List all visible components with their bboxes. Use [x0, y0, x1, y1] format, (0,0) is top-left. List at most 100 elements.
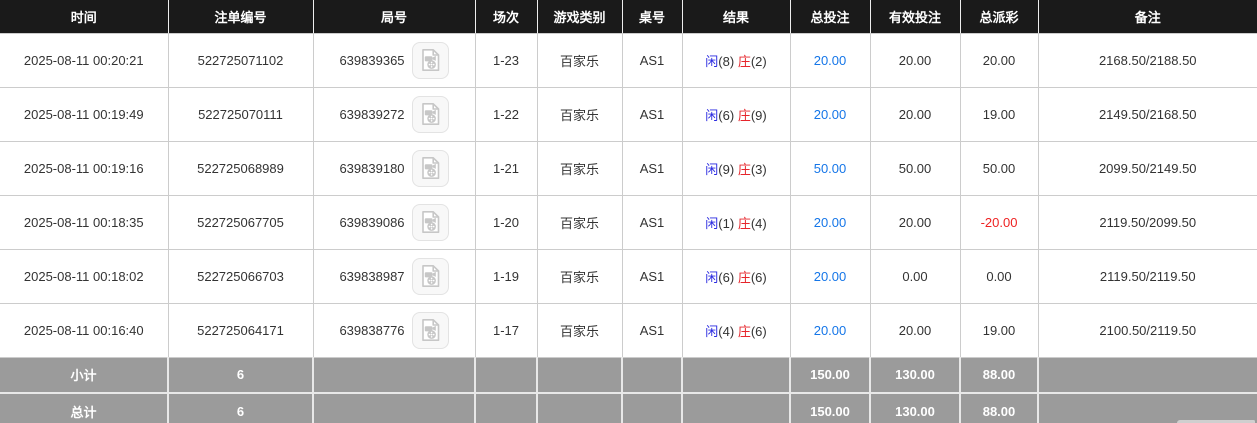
cell-valid-bet: 20.00: [870, 87, 961, 142]
cell-result: 闲(1) 庄(4): [682, 195, 791, 250]
round-cell: 639838987: [318, 257, 471, 295]
video-replay-button[interactable]: [411, 203, 449, 241]
cell-result: 闲(6) 庄(9): [682, 87, 791, 142]
cell-valid-bet: 50.00: [870, 141, 961, 196]
banker-result-value: (4): [750, 215, 767, 231]
summary-label: 小计: [0, 357, 169, 394]
banker-label: 庄: [737, 323, 751, 339]
cell-payout: 19.00: [960, 87, 1039, 142]
round-number: 639839365: [339, 52, 405, 68]
cell-remark: 2168.50/2188.50: [1038, 33, 1257, 88]
summary-empty-result: [682, 357, 791, 394]
cell-game-type: 百家乐: [537, 33, 623, 88]
summary-empty-session: [475, 393, 538, 423]
summary-payout: 88.00: [960, 393, 1039, 423]
column-header-table_no: 桌号: [622, 0, 683, 34]
cell-session: 1-20: [475, 195, 538, 250]
table-row: 2025-08-11 00:18:35 522725067705 639839086…: [0, 195, 1257, 250]
banker-label: 庄: [737, 269, 751, 285]
video-replay-icon: [422, 157, 440, 179]
column-header-total_bet: 总投注: [790, 0, 871, 34]
cell-total-bet: 20.00: [790, 303, 871, 358]
cell-bet-id: 522725066703: [168, 249, 314, 304]
banker-result-value: (6): [750, 269, 767, 285]
total-bet-link[interactable]: 20.00: [813, 268, 847, 284]
cell-valid-bet: 20.00: [870, 33, 961, 88]
cell-time: 2025-08-11 00:16:40: [0, 303, 169, 358]
player-label: 闲: [705, 323, 719, 339]
cell-game-type: 百家乐: [537, 249, 623, 304]
total-bet-link[interactable]: 20.00: [813, 322, 847, 338]
column-header-game_type: 游戏类别: [537, 0, 623, 34]
cell-time: 2025-08-11 00:20:21: [0, 33, 169, 88]
round-cell: 639839180: [318, 149, 471, 187]
table-row: 2025-08-11 00:20:21 522725071102 639839365…: [0, 33, 1257, 88]
table-body: 2025-08-11 00:20:21 522725071102 639839365…: [0, 33, 1257, 423]
round-number: 639839086: [339, 214, 405, 230]
player-label: 闲: [705, 269, 719, 285]
cell-payout: 50.00: [960, 141, 1039, 196]
cell-session: 1-21: [475, 141, 538, 196]
video-replay-icon: [422, 211, 440, 233]
summary-valid-bet: 130.00: [870, 393, 961, 423]
summary-count: 6: [168, 393, 314, 423]
total-bet-link[interactable]: 20.00: [813, 106, 847, 122]
summary-payout: 88.00: [960, 357, 1039, 394]
video-replay-button[interactable]: [411, 149, 449, 187]
total-bet-link[interactable]: 50.00: [813, 160, 847, 176]
cell-result: 闲(4) 庄(6): [682, 303, 791, 358]
cell-table-no: AS1: [622, 195, 683, 250]
video-replay-button[interactable]: [411, 311, 449, 349]
summary-empty-round: [313, 393, 476, 423]
scrollbar-corner: [1177, 420, 1255, 423]
cell-remark: 2149.50/2168.50: [1038, 87, 1257, 142]
total-row: 总计 6 150.00 130.00 88.00: [0, 393, 1257, 423]
cell-total-bet: 50.00: [790, 141, 871, 196]
column-header-remark: 备注: [1038, 0, 1257, 34]
cell-game-type: 百家乐: [537, 87, 623, 142]
banker-label: 庄: [737, 53, 751, 69]
summary-empty-table-no: [622, 393, 683, 423]
cell-result: 闲(6) 庄(6): [682, 249, 791, 304]
cell-round: 639839086: [313, 195, 476, 250]
summary-total-bet: 150.00: [790, 357, 871, 394]
cell-bet-id: 522725064171: [168, 303, 314, 358]
cell-time: 2025-08-11 00:19:16: [0, 141, 169, 196]
subtotal-row: 小计 6 150.00 130.00 88.00: [0, 357, 1257, 394]
banker-label: 庄: [737, 161, 751, 177]
round-cell: 639839086: [318, 203, 471, 241]
summary-empty-round: [313, 357, 476, 394]
cell-table-no: AS1: [622, 141, 683, 196]
cell-payout: 19.00: [960, 303, 1039, 358]
cell-bet-id: 522725068989: [168, 141, 314, 196]
round-cell: 639838776: [318, 311, 471, 349]
cell-round: 639838987: [313, 249, 476, 304]
cell-time: 2025-08-11 00:18:02: [0, 249, 169, 304]
total-bet-link[interactable]: 20.00: [813, 214, 847, 230]
banker-label: 庄: [737, 215, 751, 231]
video-replay-button[interactable]: [411, 95, 449, 133]
summary-empty-remark: [1038, 393, 1257, 423]
cell-result: 闲(8) 庄(2): [682, 33, 791, 88]
cell-payout: -20.00: [960, 195, 1039, 250]
cell-total-bet: 20.00: [790, 195, 871, 250]
round-cell: 639839272: [318, 95, 471, 133]
cell-game-type: 百家乐: [537, 303, 623, 358]
cell-round: 639838776: [313, 303, 476, 358]
video-replay-button[interactable]: [411, 41, 449, 79]
cell-session: 1-22: [475, 87, 538, 142]
cell-round: 639839180: [313, 141, 476, 196]
cell-remark: 2119.50/2099.50: [1038, 195, 1257, 250]
cell-remark: 2119.50/2119.50: [1038, 249, 1257, 304]
table-row: 2025-08-11 00:16:40 522725064171 639838776…: [0, 303, 1257, 358]
summary-empty-game-type: [537, 357, 623, 394]
summary-empty-table-no: [622, 357, 683, 394]
total-bet-link[interactable]: 20.00: [813, 52, 847, 68]
cell-time: 2025-08-11 00:19:49: [0, 87, 169, 142]
player-label: 闲: [705, 161, 719, 177]
player-label: 闲: [705, 53, 719, 69]
video-replay-button[interactable]: [411, 257, 449, 295]
cell-bet-id: 522725067705: [168, 195, 314, 250]
